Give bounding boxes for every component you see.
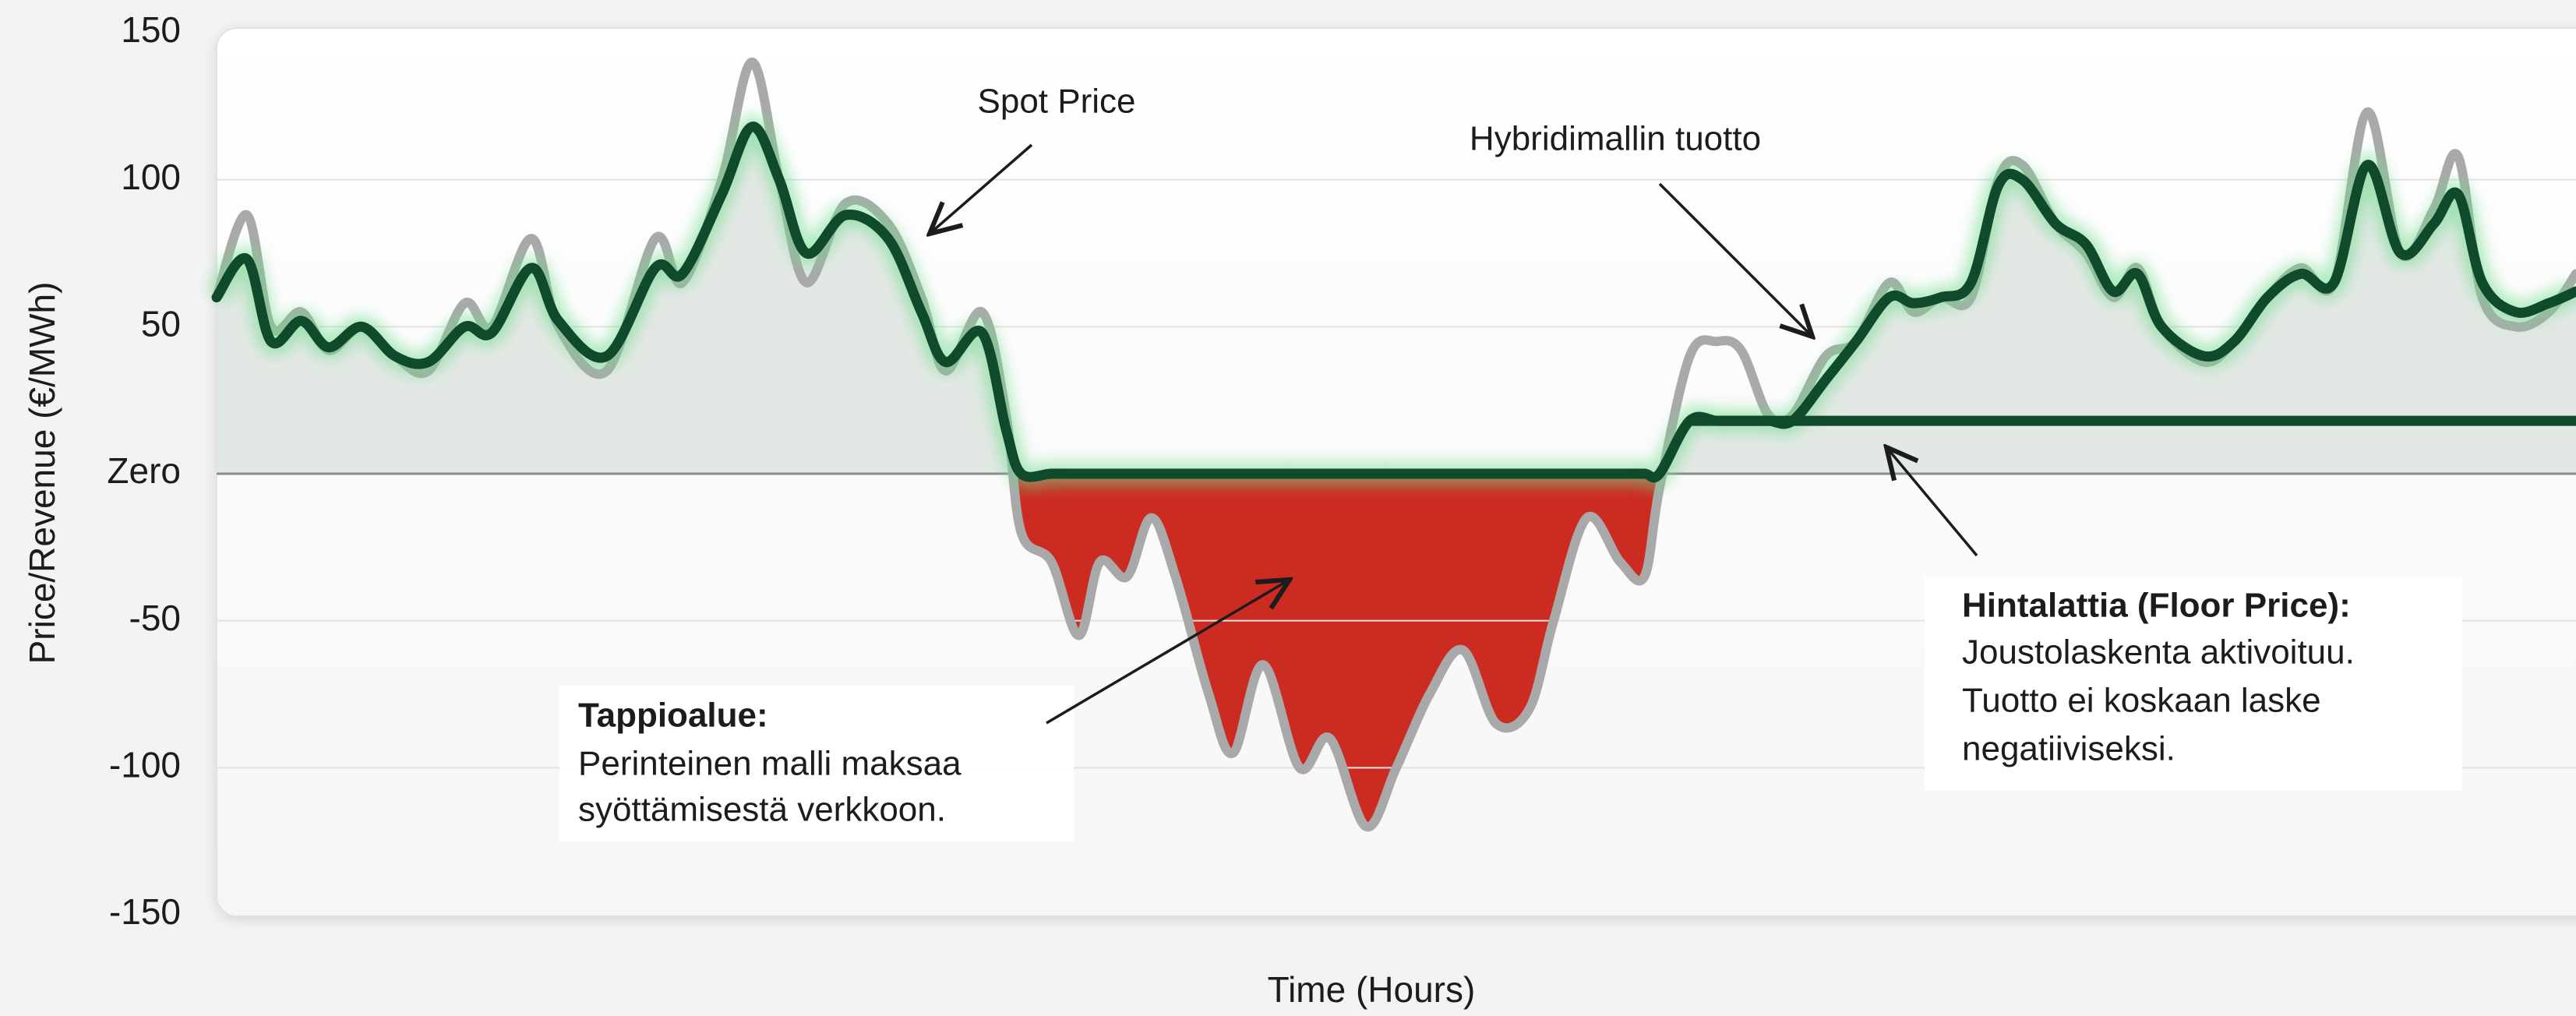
y-tick-label: -100 — [109, 744, 181, 785]
y-tick-label: -50 — [129, 598, 181, 638]
series-annotation: Hybridimallin tuotto — [1470, 120, 1761, 158]
y-tick-label: -150 — [109, 891, 181, 932]
y-axis-label: Price/Revenue (€/MWh) — [22, 282, 62, 665]
series-annotation: Spot Price — [978, 83, 1136, 121]
y-tick-label: 50 — [141, 303, 181, 344]
hybrid-line — [211, 122, 2576, 483]
loss-area — [217, 474, 2576, 827]
annotation-text: Joustolaskenta aktivoituu. — [1962, 633, 2355, 672]
annotation-bg — [1925, 577, 2462, 791]
x-axis-label: Time (Hours) — [1268, 969, 1476, 1010]
annotation-title: Tappioalue: — [578, 697, 768, 735]
revenue-area — [217, 126, 2576, 474]
annotation-arrow — [930, 143, 1033, 234]
plot-layer: 150 100 50 Zero -50 -100 -150 Spot Price Hybridi… — [107, 9, 2576, 932]
y-tick-label: 100 — [121, 157, 181, 197]
annotation-text: negatiiviseksi. — [1962, 730, 2175, 768]
annotation-text: Tuotto ei koskaan laske — [1962, 682, 2321, 720]
annotation-bg — [559, 686, 1074, 841]
annotation-arrow — [1658, 182, 1812, 337]
annotation-arrow — [1886, 447, 1978, 557]
annotation-text: syöttämisestä verkkoon. — [578, 791, 946, 829]
annotation-text: Perinteinen malli maksaa — [578, 745, 962, 783]
y-tick-label: Zero — [107, 450, 181, 491]
y-tick-label: 150 — [121, 9, 181, 50]
annotation-title: Hintalattia (Floor Price): — [1962, 587, 2351, 625]
annotation-arrow — [1046, 580, 1290, 725]
